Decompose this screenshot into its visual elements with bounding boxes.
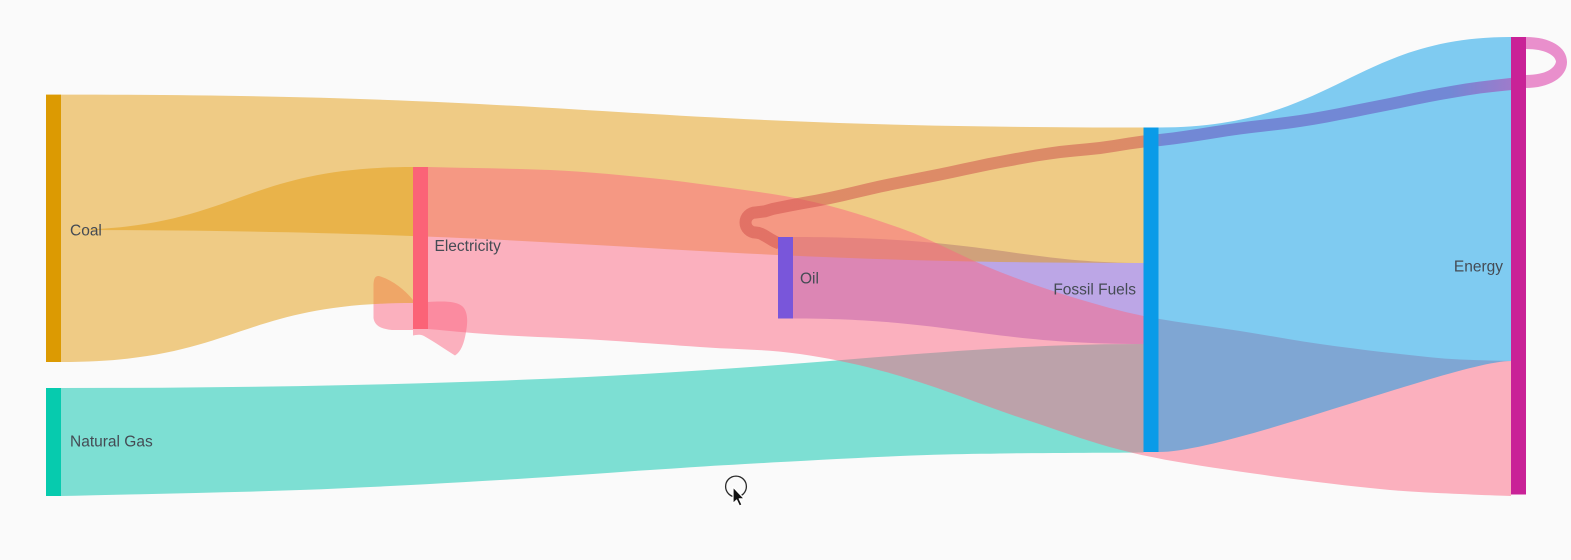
svg-text:Oil: Oil bbox=[800, 271, 819, 288]
svg-text:Electricity: Electricity bbox=[435, 238, 502, 255]
svg-text:Fossil Fuels: Fossil Fuels bbox=[1053, 282, 1136, 299]
svg-text:Natural Gas: Natural Gas bbox=[70, 434, 153, 451]
svg-text:Energy: Energy bbox=[1454, 259, 1503, 276]
svg-text:Coal: Coal bbox=[70, 223, 102, 240]
